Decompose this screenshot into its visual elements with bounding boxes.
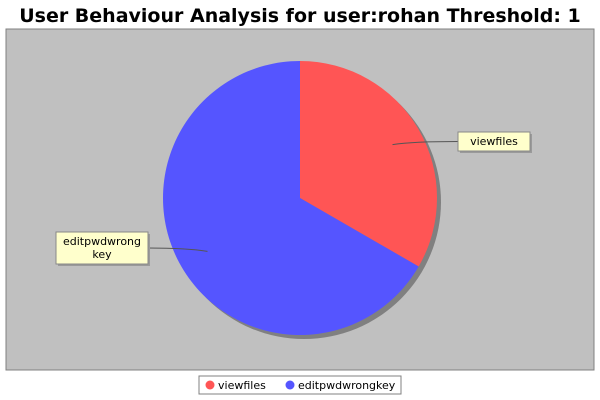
pie-slice-editpwdwrongkey	[163, 61, 419, 335]
legend-item-editpwdwrongkey: editpwdwrongkey	[285, 379, 396, 392]
legend-box	[198, 375, 402, 395]
legend-item-viewfiles: viewfiles	[205, 379, 266, 392]
chart-title: User Behaviour Analysis for user:rohan T…	[19, 5, 581, 27]
pie-slice-viewfiles	[300, 61, 438, 267]
callout-box	[457, 131, 531, 152]
legend-swatch	[285, 380, 295, 390]
callout-box	[55, 231, 149, 265]
callout-label: key	[92, 248, 112, 261]
legend: viewfiles editpwdwrongkey	[198, 375, 402, 395]
pie-slices	[163, 61, 441, 339]
callout-leader-line	[392, 141, 459, 146]
callout-viewfiles: viewfiles	[392, 131, 532, 153]
callout-label: viewfiles	[470, 135, 518, 148]
callout-leader-line	[147, 247, 208, 252]
legend-label: viewfiles	[218, 379, 266, 392]
slice-callouts: viewfiles editpwdwrongkey	[55, 131, 532, 266]
callout-label: editpwdwrong	[63, 235, 141, 248]
callout-editpwdwrongkey: editpwdwrongkey	[55, 231, 208, 266]
legend-swatch	[205, 380, 215, 390]
legend-label: editpwdwrongkey	[298, 379, 396, 392]
